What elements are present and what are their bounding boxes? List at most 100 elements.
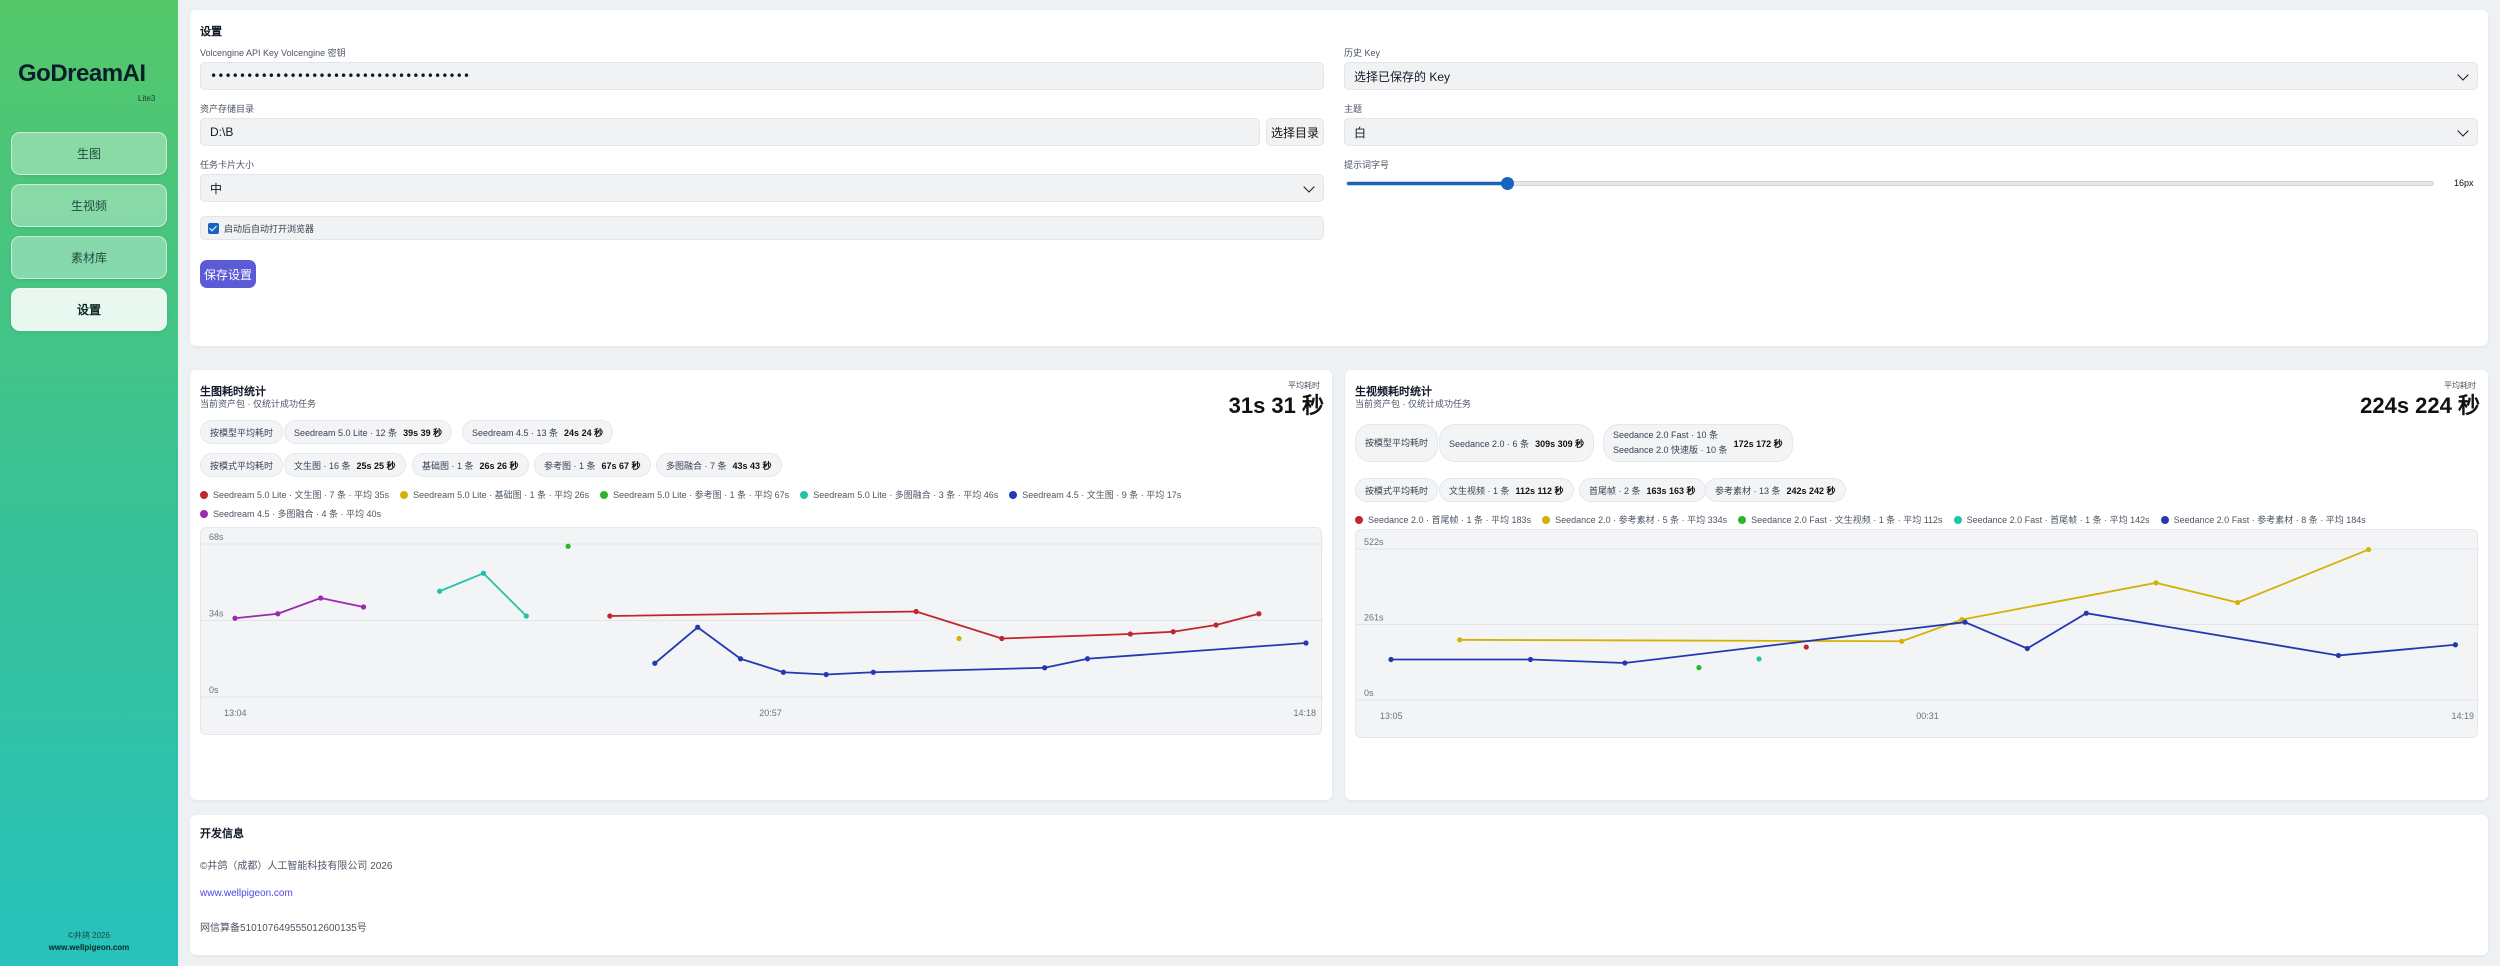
dev-site-link[interactable]: www.wellpigeon.com: [200, 888, 293, 899]
video-by-mode-label: 按模式平均耗时: [1355, 478, 1439, 502]
data-point[interactable]: [1256, 611, 1262, 617]
legend-item[interactable]: Seedream 5.0 Lite · 参考图 · 1 条 · 平均 67s: [600, 488, 789, 501]
video-by-model-label: 按模型平均耗时: [1355, 424, 1439, 462]
data-point[interactable]: [1622, 660, 1628, 666]
y-tick-label: 34s: [209, 609, 224, 619]
card-size-select[interactable]: 中: [200, 174, 1324, 202]
data-point[interactable]: [1527, 656, 1534, 663]
data-point[interactable]: [956, 635, 962, 642]
data-point[interactable]: [1127, 631, 1133, 637]
data-point[interactable]: [2452, 642, 2459, 648]
legend-item[interactable]: Seedance 2.0 Fast · 文生视频 · 1 条 · 平均 112s: [1738, 513, 1943, 526]
api-key-label: Volcengine API Key Volcengine 密钥: [200, 48, 346, 58]
legend-item[interactable]: Seedance 2.0 · 首尾帧 · 1 条 · 平均 183s: [1355, 513, 1531, 526]
legend-label: Seedream 5.0 Lite · 基础图 · 1 条 · 平均 26s: [413, 490, 590, 500]
data-point[interactable]: [2083, 610, 2089, 616]
theme-select[interactable]: 白: [1344, 118, 2478, 146]
data-point[interactable]: [1962, 619, 1968, 625]
prompt-font-slider[interactable]: [1346, 177, 2434, 190]
history-key-select[interactable]: 选择已保存的 Key: [1344, 62, 2478, 90]
data-point[interactable]: [2234, 599, 2241, 606]
series-line: [439, 572, 527, 617]
slider-thumb[interactable]: [1500, 177, 1514, 190]
data-point[interactable]: [1170, 629, 1176, 635]
data-point[interactable]: [652, 660, 658, 666]
data-point[interactable]: [1696, 665, 1702, 671]
data-point[interactable]: [436, 588, 443, 594]
series-line: [1391, 612, 2456, 664]
data-point[interactable]: [1899, 638, 1905, 644]
data-point[interactable]: [275, 611, 281, 617]
image-chart-legend: Seedream 5.0 Lite · 文生图 · 7 条 · 平均 35s Se…: [200, 488, 1210, 520]
data-point[interactable]: [780, 669, 786, 675]
legend-label: Seedance 2.0 Fast · 参考素材 · 8 条 · 平均 184s: [2173, 515, 2366, 525]
sidebar-item-image[interactable]: 生图: [11, 132, 167, 175]
legend-item[interactable]: Seedream 4.5 · 多图融合 · 4 条 · 平均 40s: [200, 507, 381, 520]
video-model-stat: Seedance 2.0 Fast · 10 条 Seedance 2.0 快速版…: [1603, 424, 1793, 462]
data-point[interactable]: [523, 613, 529, 619]
asset-dir-label: 资产存储目录: [200, 104, 255, 114]
sidebar-item-assets[interactable]: 素材库: [11, 236, 167, 279]
data-point[interactable]: [360, 604, 367, 610]
sidebar-item-video[interactable]: 生视频: [11, 184, 167, 227]
save-settings-button[interactable]: 保存设置: [200, 260, 256, 288]
data-point[interactable]: [1303, 640, 1309, 646]
choose-dir-button[interactable]: 选择目录: [1266, 118, 1324, 146]
data-point[interactable]: [1457, 637, 1463, 643]
data-point[interactable]: [1756, 656, 1762, 662]
card-size-value: 中: [210, 181, 223, 196]
data-point[interactable]: [1084, 656, 1091, 662]
data-point[interactable]: [318, 595, 324, 601]
legend-item[interactable]: Seedance 2.0 Fast · 参考素材 · 8 条 · 平均 184s: [2160, 513, 2366, 526]
image-mode-stat: 参考图 · 1 条 67s 67 秒: [534, 453, 651, 477]
legend-item[interactable]: Seedream 5.0 Lite · 文生图 · 7 条 · 平均 35s: [200, 488, 389, 501]
legend-item[interactable]: Seedance 2.0 · 参考素材 · 5 条 · 平均 334s: [1542, 513, 1727, 526]
theme-value: 白: [1354, 125, 1367, 140]
settings-title: 设置: [200, 26, 222, 38]
auto-open-row[interactable]: 启动后自动打开浏览器: [200, 216, 1324, 240]
y-tick-label: 522s: [1364, 537, 1384, 547]
api-key-input[interactable]: [210, 63, 1323, 89]
data-point[interactable]: [1042, 665, 1048, 671]
video-chart: 0s 261s 522s 13:05 00:31 14:19: [1355, 529, 2479, 738]
data-point[interactable]: [565, 543, 571, 549]
data-point[interactable]: [2024, 645, 2030, 652]
dev-info-card: 开发信息 ©井鸽（成都）人工智能科技有限公司 2026 www.wellpige…: [190, 815, 2488, 955]
sidebar-site-link[interactable]: www.wellpigeon.com: [48, 943, 130, 952]
video-avg-value: 224s 224 秒: [2360, 393, 2480, 418]
data-point[interactable]: [232, 615, 238, 621]
series-line: [1459, 548, 2369, 643]
data-point[interactable]: [1213, 622, 1219, 628]
legend-label: Seedream 5.0 Lite · 参考图 · 1 条 · 平均 67s: [613, 490, 790, 500]
asset-dir-field[interactable]: D:\B: [200, 118, 1260, 146]
data-point[interactable]: [2335, 652, 2342, 659]
legend-item[interactable]: Seedance 2.0 Fast · 首尾帧 · 1 条 · 平均 142s: [1953, 513, 2150, 526]
legend-item[interactable]: Seedream 5.0 Lite · 多图融合 · 3 条 · 平均 46s: [800, 488, 998, 501]
image-stats-subtitle: 当前资产包 · 仅统计成功任务: [200, 399, 316, 409]
image-avg-caption: 平均耗时: [1288, 381, 1320, 390]
image-chart-svg: 0s 34s 68s 13:04 20:57 14:18: [201, 532, 1323, 718]
legend-item[interactable]: Seedream 5.0 Lite · 基础图 · 1 条 · 平均 26s: [400, 488, 589, 501]
auto-open-checkbox[interactable]: [208, 222, 219, 234]
history-key-value: 选择已保存的 Key: [1354, 69, 1451, 84]
sidebar-item-settings[interactable]: 设置: [11, 288, 167, 331]
legend-item[interactable]: Seedream 4.5 · 文生图 · 9 条 · 平均 17s: [1009, 488, 1181, 501]
y-tick-label: 0s: [1364, 688, 1374, 698]
data-point[interactable]: [737, 656, 744, 662]
data-point[interactable]: [870, 669, 876, 675]
data-point[interactable]: [823, 671, 829, 678]
data-point[interactable]: [1388, 656, 1394, 663]
data-point[interactable]: [607, 613, 613, 619]
data-point[interactable]: [1803, 644, 1809, 650]
data-point[interactable]: [2365, 546, 2372, 553]
app-logo: GoDreamAI: [18, 60, 146, 87]
data-point[interactable]: [999, 635, 1005, 642]
image-stats-card: 生图耗时统计 当前资产包 · 仅统计成功任务 平均耗时 31s 31 秒 按模型…: [190, 370, 1332, 800]
slider-fill: [1347, 182, 1507, 185]
data-point[interactable]: [2153, 580, 2159, 586]
data-point[interactable]: [913, 608, 919, 615]
image-by-mode-label: 按模式平均耗时: [200, 453, 284, 477]
api-key-field[interactable]: [200, 62, 1324, 90]
data-point[interactable]: [480, 570, 487, 576]
data-point[interactable]: [695, 624, 701, 630]
